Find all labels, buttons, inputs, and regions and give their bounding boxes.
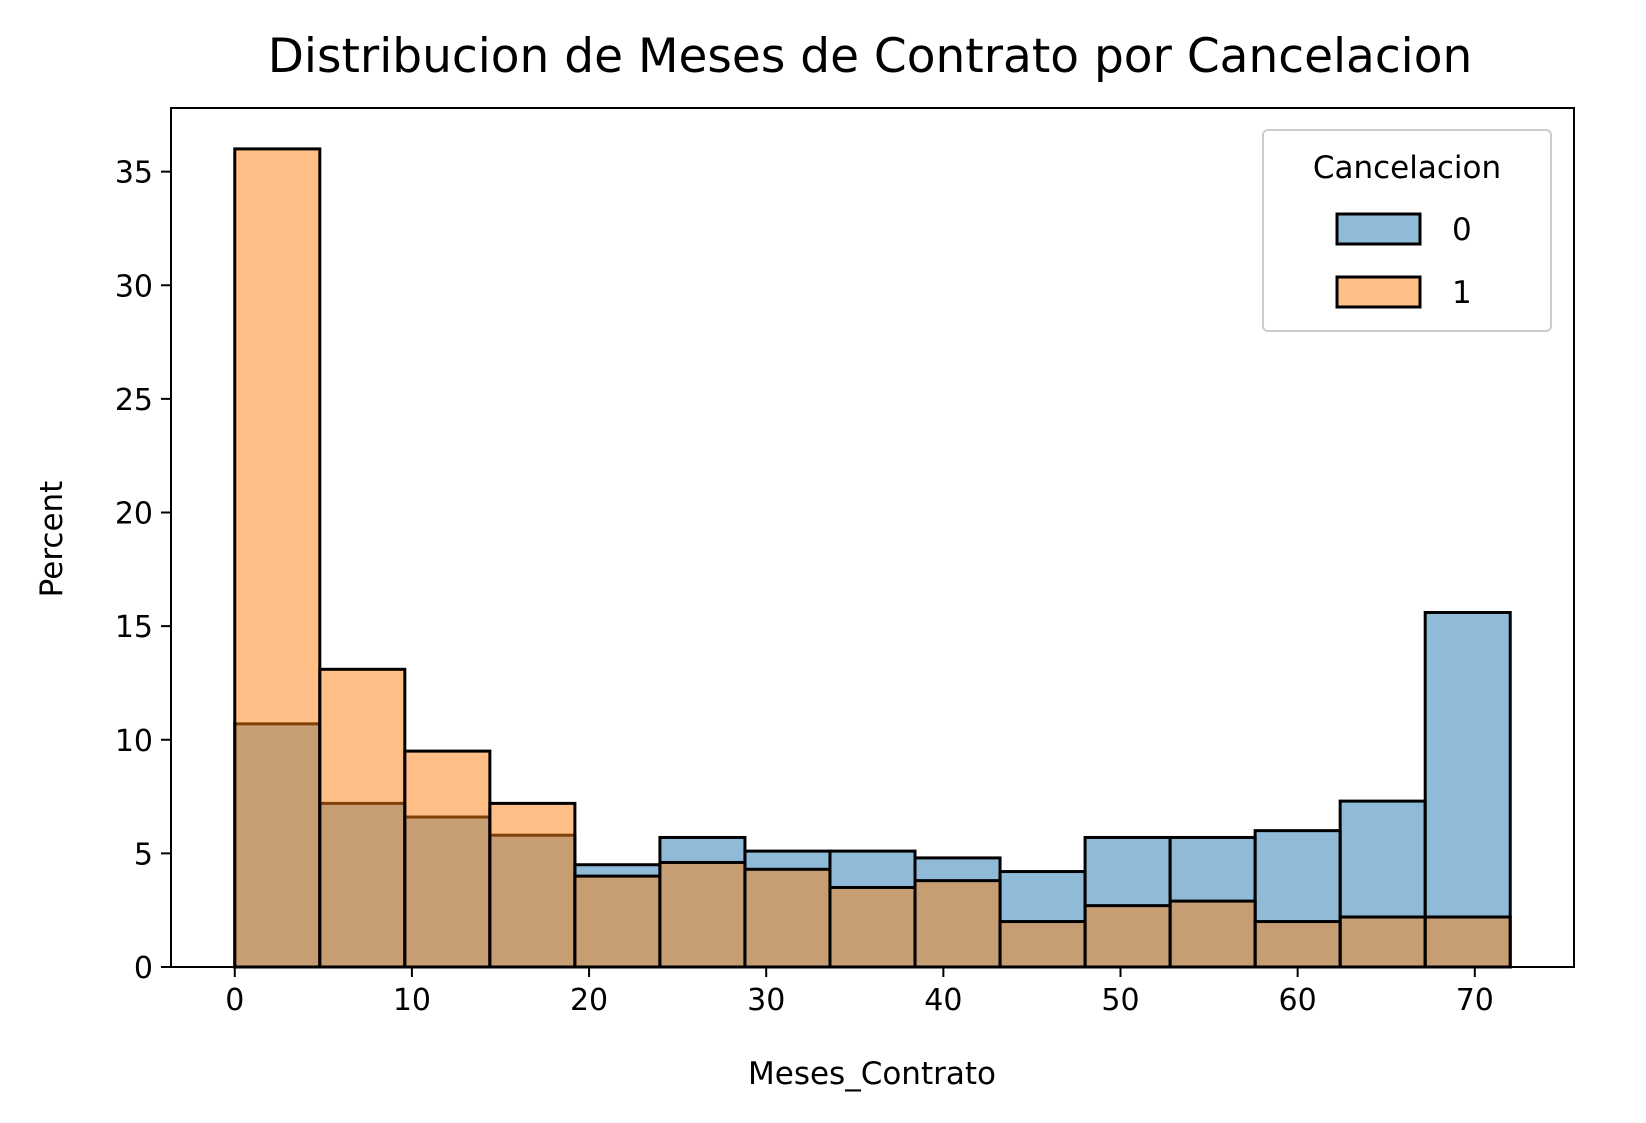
y-tick-label-35: 35 bbox=[115, 156, 153, 191]
x-tick-label-50: 50 bbox=[1101, 983, 1139, 1018]
chart-title: Distribucion de Meses de Contrato por Ca… bbox=[268, 29, 1473, 84]
bar-series-1-bin-13 bbox=[1338, 915, 1427, 969]
legend-label-1: 1 bbox=[1452, 275, 1472, 311]
x-tick-label-70: 70 bbox=[1456, 983, 1494, 1018]
bar-series-1-bin-10 bbox=[1083, 904, 1172, 969]
x-tick-label-10: 10 bbox=[393, 983, 431, 1018]
bar-series-1-bin-0 bbox=[233, 147, 322, 969]
y-tick-label-25: 25 bbox=[115, 383, 153, 418]
y-tick-label-10: 10 bbox=[115, 724, 153, 759]
bar-series-1-bin-7 bbox=[828, 885, 917, 969]
bar-series-1-bin-2 bbox=[403, 749, 492, 969]
bars-layer bbox=[233, 147, 1512, 969]
legend-swatch-1 bbox=[1335, 275, 1422, 309]
bar-series-1-bin-14 bbox=[1423, 915, 1512, 969]
legend-title: Cancelacion bbox=[1313, 150, 1501, 186]
plot-frame bbox=[170, 107, 1575, 968]
bar-series-1-bin-11 bbox=[1168, 899, 1257, 969]
x-tick-label-0: 0 bbox=[225, 983, 244, 1018]
bar-series-1-bin-4 bbox=[573, 874, 662, 969]
bar-series-1-bin-5 bbox=[658, 860, 747, 969]
legend-swatch-0 bbox=[1335, 212, 1422, 246]
bar-series-1-bin-1 bbox=[318, 667, 407, 969]
bar-series-1-bin-3 bbox=[488, 801, 577, 969]
x-tick-label-20: 20 bbox=[570, 983, 608, 1018]
y-tick-label-0: 0 bbox=[134, 951, 153, 986]
y-tick-label-20: 20 bbox=[115, 497, 153, 532]
y-tick-label-5: 5 bbox=[134, 837, 153, 872]
bar-series-1-bin-6 bbox=[743, 867, 832, 969]
x-axis-title: Meses_Contrato bbox=[748, 1056, 996, 1092]
bar-series-1-bin-9 bbox=[998, 920, 1087, 969]
y-tick-label-30: 30 bbox=[115, 269, 153, 304]
y-axis-title: Percent bbox=[34, 481, 70, 598]
x-tick-label-60: 60 bbox=[1279, 983, 1317, 1018]
legend-label-0: 0 bbox=[1452, 212, 1472, 248]
legend: Cancelacion 0 1 bbox=[1262, 129, 1552, 332]
x-tick-label-30: 30 bbox=[747, 983, 785, 1018]
bar-series-1-bin-12 bbox=[1253, 920, 1342, 969]
bar-series-0-bin-14 bbox=[1423, 610, 1512, 969]
bar-series-1-bin-8 bbox=[913, 879, 1002, 969]
x-tick-label-40: 40 bbox=[924, 983, 962, 1018]
y-tick-label-15: 15 bbox=[115, 610, 153, 645]
